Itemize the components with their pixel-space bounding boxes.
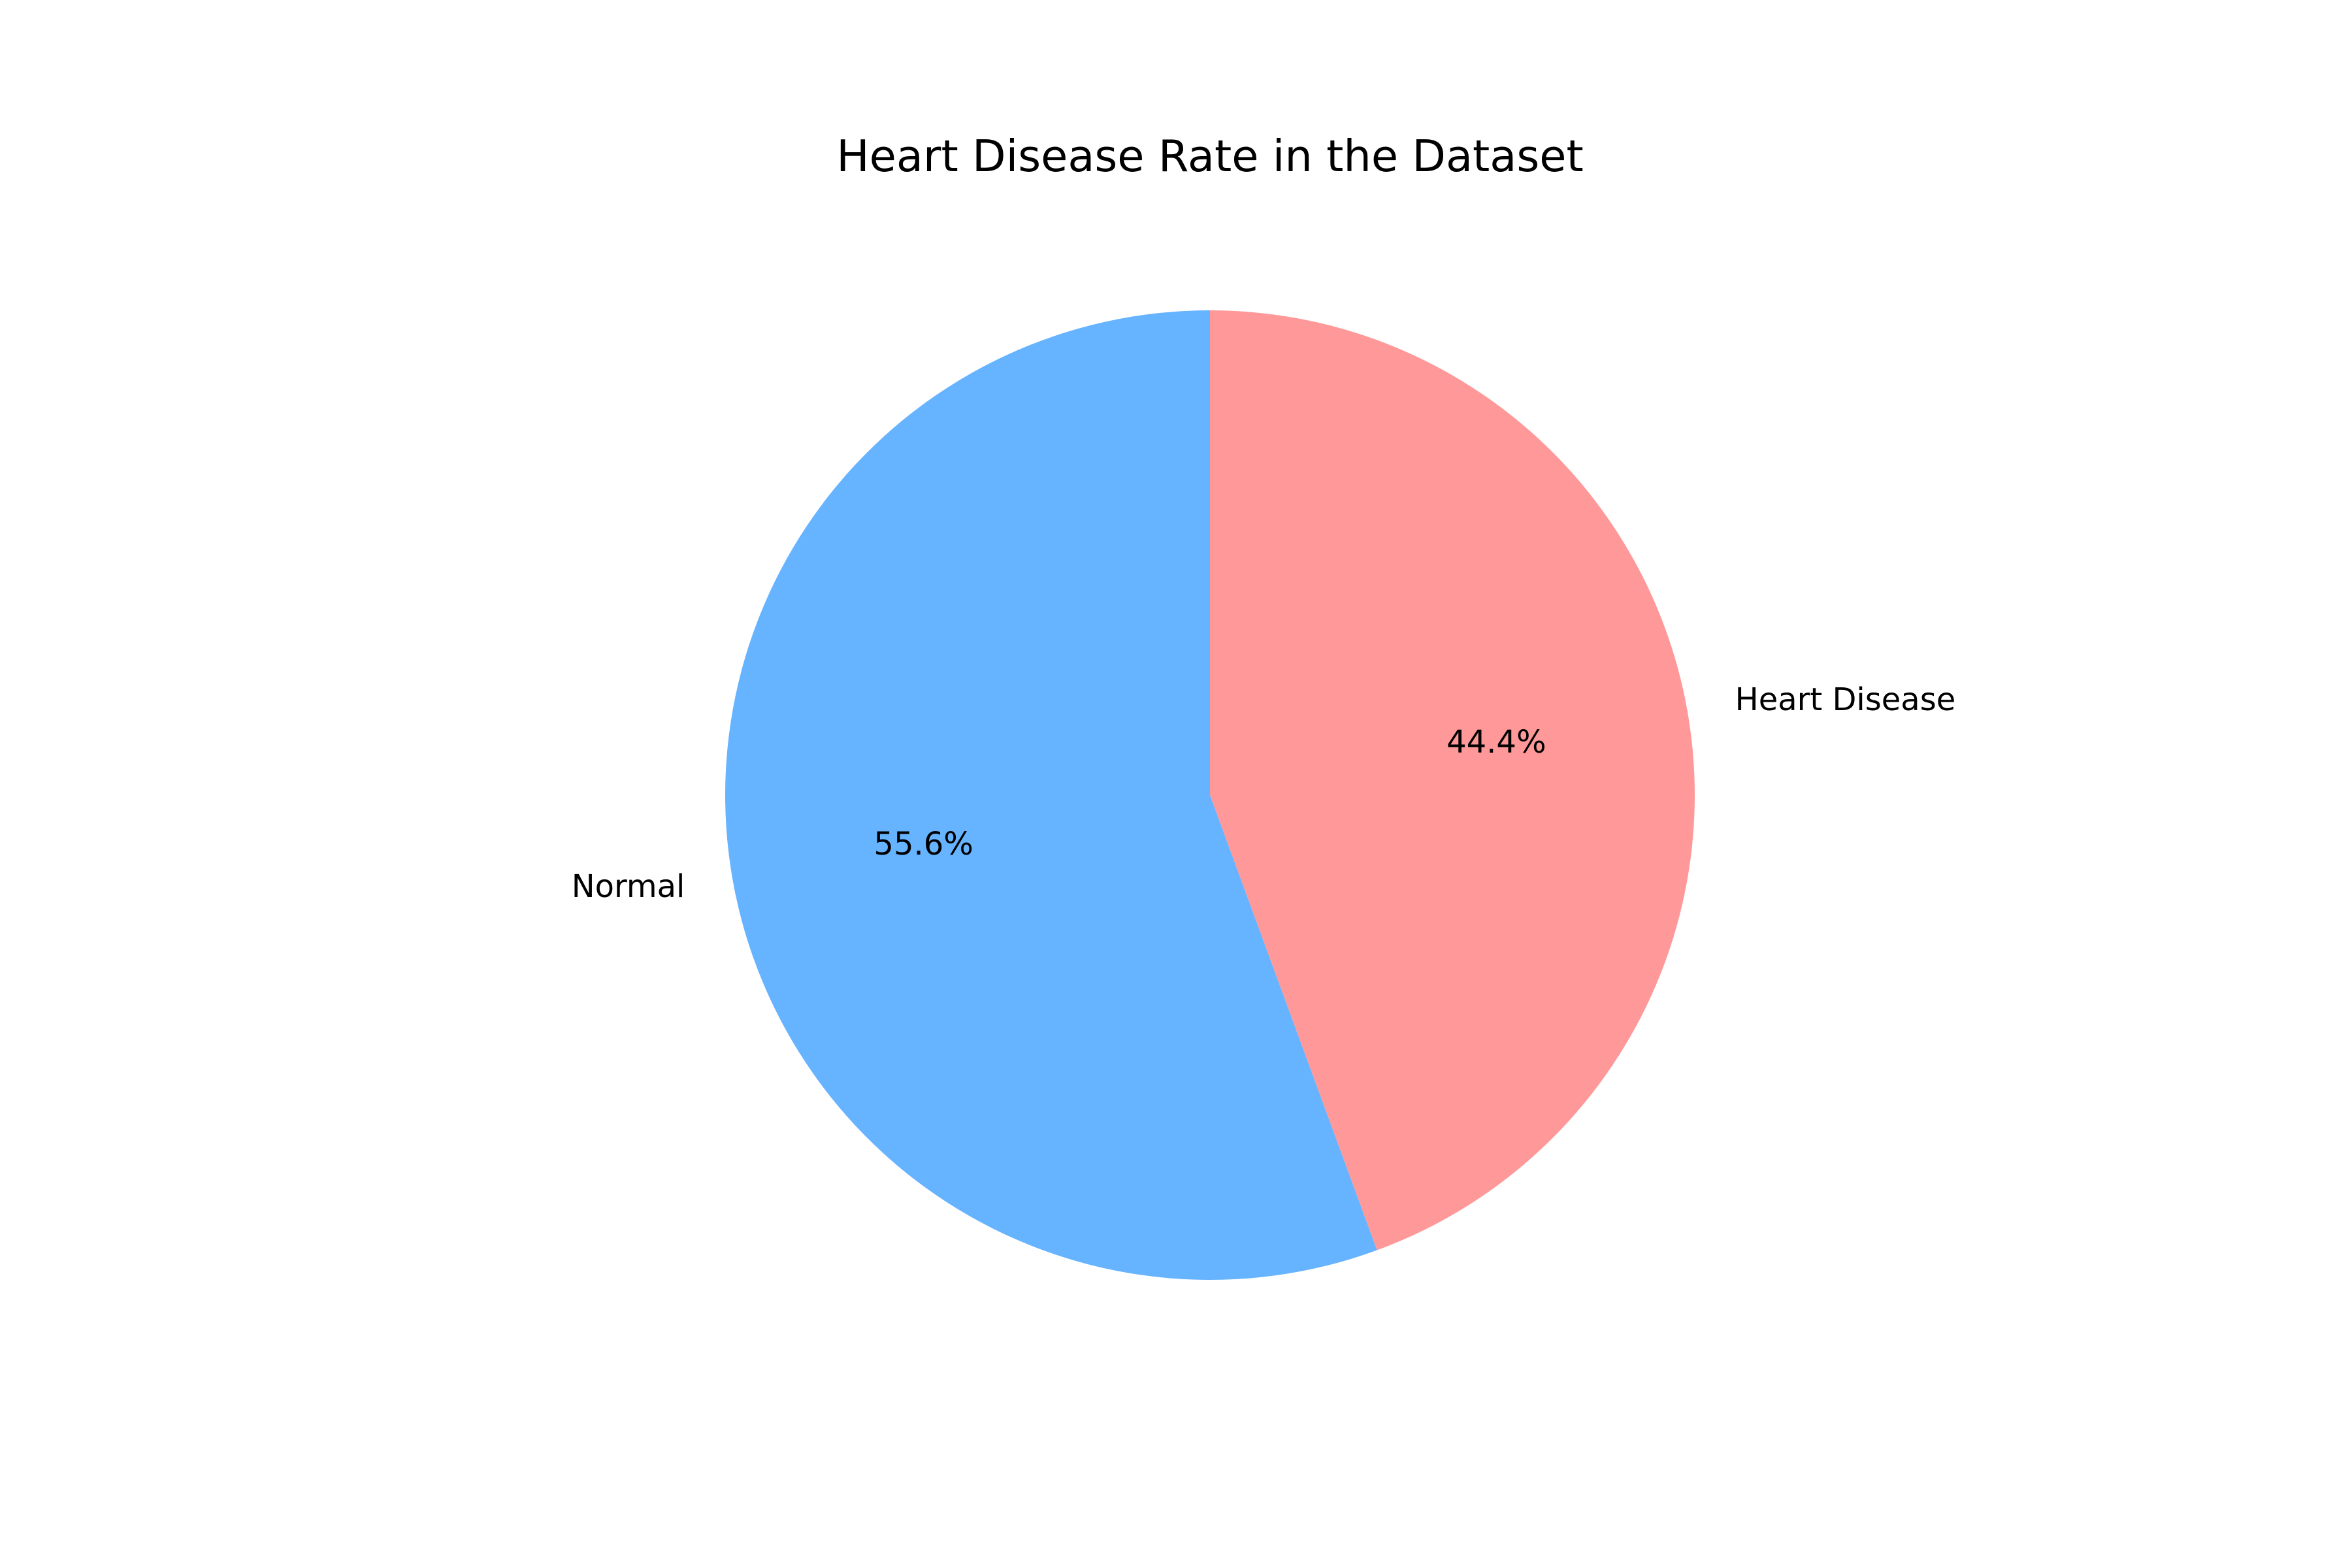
chart-title: Heart Disease Rate in the Dataset	[836, 131, 1584, 182]
percent-label-heart-disease: 44.4%	[1446, 724, 1546, 760]
pie-slice-normal	[725, 310, 1377, 1281]
slice-label-heart-disease: Heart Disease	[1735, 681, 1956, 718]
slice-label-normal: Normal	[572, 868, 685, 905]
pie-slices	[725, 310, 1695, 1281]
percent-label-normal: 55.6%	[874, 826, 973, 862]
pie-slice-heart-disease	[1210, 310, 1695, 1250]
pie-labels: Normal 55.6% Heart Disease 44.4%	[572, 681, 1956, 905]
